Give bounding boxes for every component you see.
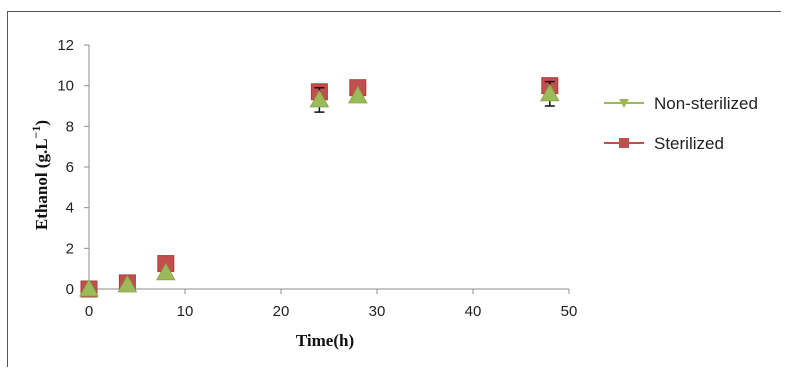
x-tick-label: 40 bbox=[465, 303, 482, 320]
y-axis-title-close: ) bbox=[32, 120, 51, 126]
y-tick-label: 4 bbox=[66, 200, 74, 217]
y-tick-label: 0 bbox=[66, 281, 74, 298]
legend: Non-sterilized Sterilized bbox=[604, 94, 758, 153]
y-tick-label: 2 bbox=[66, 240, 74, 257]
x-tick-label: 20 bbox=[273, 303, 290, 320]
data-marks bbox=[79, 77, 560, 298]
legend-item-non-sterilized: Non-sterilized bbox=[604, 94, 758, 113]
chart-frame bbox=[7, 11, 781, 367]
tick-labels: 0 2 4 6 8 10 12 0 10 20 30 40 50 bbox=[57, 37, 577, 320]
data-point-non-sterilized bbox=[155, 262, 176, 281]
x-tick-label: 0 bbox=[85, 303, 93, 320]
data-point-non-sterilized bbox=[539, 83, 560, 102]
data-point-non-sterilized bbox=[309, 89, 330, 108]
legend-marker-sterilized bbox=[619, 138, 629, 148]
data-point-non-sterilized bbox=[117, 274, 138, 293]
y-tick-label: 12 bbox=[57, 37, 74, 54]
y-axis-title: Ethanol (g.L−1) bbox=[29, 120, 51, 230]
legend-item-sterilized: Sterilized bbox=[604, 134, 724, 153]
data-point-non-sterilized bbox=[347, 85, 368, 104]
legend-marker-non-sterilized bbox=[619, 99, 629, 108]
y-tick-label: 6 bbox=[66, 159, 74, 176]
y-axis-title-exponent: −1 bbox=[29, 126, 43, 139]
axes bbox=[84, 44, 570, 294]
legend-label-sterilized: Sterilized bbox=[654, 134, 724, 153]
x-tick-label: 10 bbox=[177, 303, 194, 320]
x-tick-label: 50 bbox=[561, 303, 578, 320]
x-tick-label: 30 bbox=[369, 303, 386, 320]
x-axis-title: Time(h) bbox=[296, 331, 354, 350]
y-tick-label: 8 bbox=[66, 118, 74, 135]
legend-label-non-sterilized: Non-sterilized bbox=[654, 94, 758, 113]
y-tick-label: 10 bbox=[57, 78, 74, 95]
data-point-non-sterilized bbox=[79, 278, 99, 297]
y-axis-title-main: Ethanol (g.L bbox=[32, 138, 51, 230]
